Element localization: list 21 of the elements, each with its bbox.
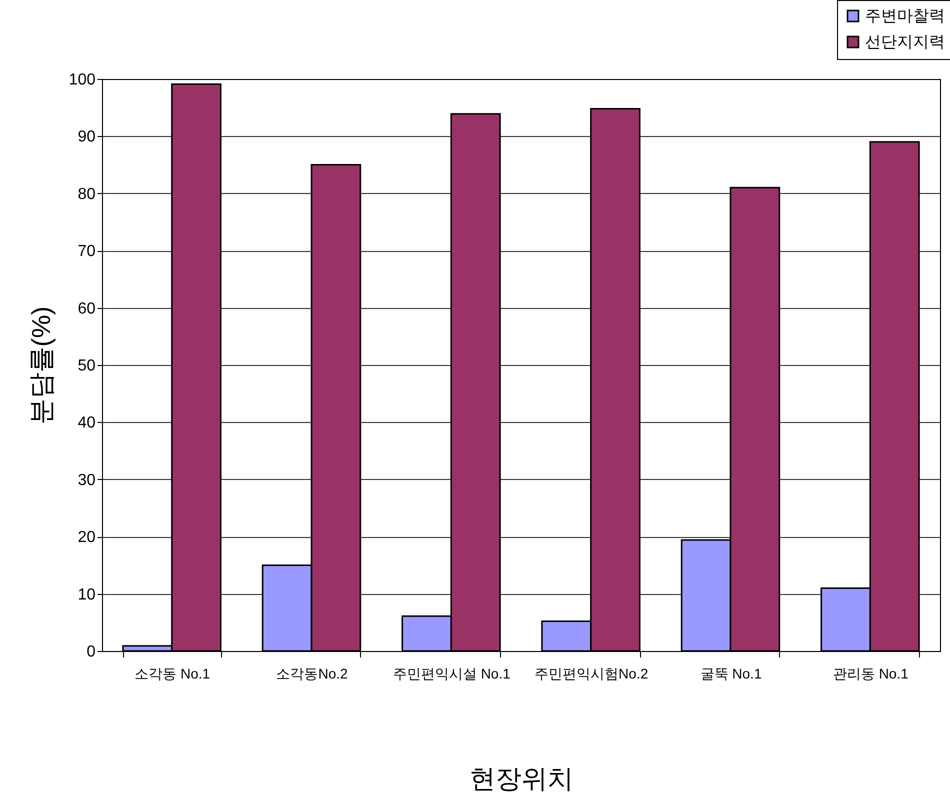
x-tick-label: 주민편익시험No.2 xyxy=(534,666,648,682)
x-axis-title: 현장위치 xyxy=(470,764,574,794)
x-tick-label: 주민편익시설 No.1 xyxy=(392,666,511,682)
y-axis-title: 분담률(%) xyxy=(26,306,56,425)
legend-label: 주변마찰력 xyxy=(865,8,945,25)
x-tick-label: 소각동 No.1 xyxy=(134,666,210,682)
x-tick-label: 소각동No.2 xyxy=(276,666,348,682)
x-tick-label: 굴뚝 No.1 xyxy=(700,666,762,682)
y-tick-label: 10 xyxy=(78,586,96,604)
y-tick-label: 50 xyxy=(78,358,96,374)
y-tick-label: 40 xyxy=(78,414,96,432)
y-tick-label: 30 xyxy=(78,472,96,489)
y-tick-label: 0 xyxy=(86,644,96,660)
y-tick-label: 60 xyxy=(78,300,96,318)
x-tick-label: 관리동 No.1 xyxy=(832,666,909,682)
y-tick-label: 20 xyxy=(78,529,96,546)
legend-label: 선단지지력 xyxy=(865,34,945,51)
y-tick-label: 70 xyxy=(78,243,96,260)
y-tick-label: 100 xyxy=(68,72,96,88)
y-tick-label: 80 xyxy=(78,186,96,203)
y-tick-label: 90 xyxy=(78,128,96,146)
